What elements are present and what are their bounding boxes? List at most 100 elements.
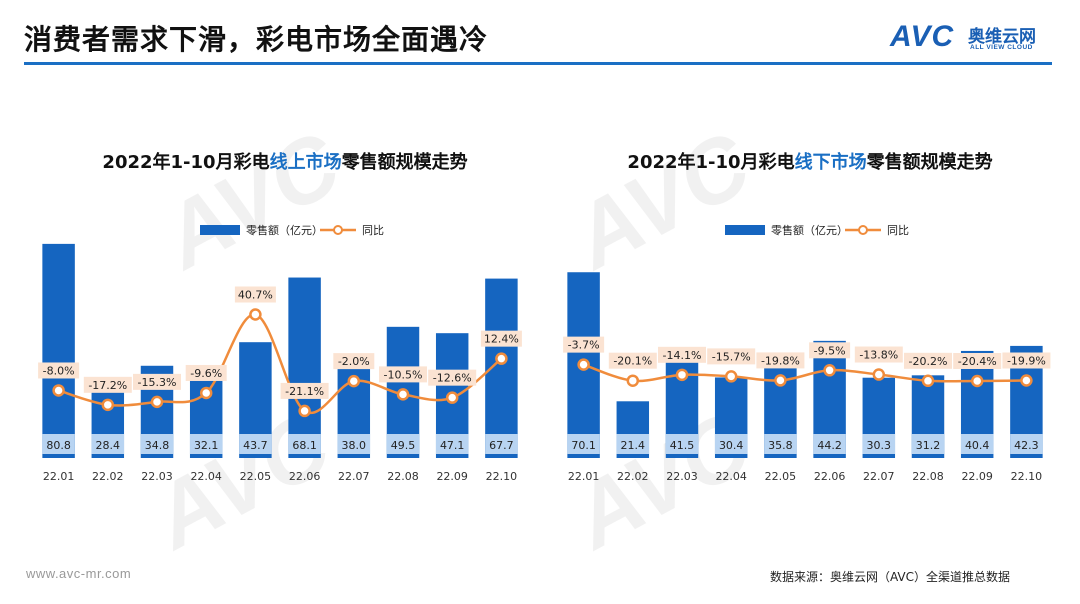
footer-url: www.avc-mr.com	[26, 566, 132, 581]
c2-yoy-value-label: -15.7%	[712, 350, 751, 363]
c1-bar-label-bg	[239, 434, 272, 454]
c1-yoy-label-bg	[234, 286, 276, 303]
c1-yoy-label-bg	[280, 382, 329, 399]
c1-yoy-label-bg	[379, 366, 427, 383]
c1-bar	[288, 277, 321, 458]
online-retail-chart: 2022年1-10月彩电线上市场零售额规模走势 零售额（亿元） 同比 80.8 22.0…	[20, 140, 550, 560]
c2-yoy-point	[675, 368, 689, 382]
c2-x-tick-label: 22.06	[814, 470, 846, 483]
c1-bar	[42, 243, 75, 458]
c1-legend-bar-label: 零售额（亿元）	[246, 223, 323, 237]
c2-bar-label-bg	[813, 434, 846, 454]
c2-yoy-point	[823, 364, 836, 377]
c2-yoy-value-label: -20.2%	[909, 355, 948, 368]
c2-bar-value-label: 40.4	[965, 439, 990, 452]
c1-x-tick-label: 22.07	[338, 470, 370, 483]
c2-bar-value-label: 35.8	[768, 439, 793, 452]
c1-yoy-point	[52, 384, 65, 397]
c1-yoy-label-bg	[333, 353, 375, 370]
c1-x-tick-label: 22.01	[43, 470, 75, 483]
c1-title-part: 零售额规模走势	[341, 151, 468, 173]
c1-yoy-value-label: 12.4%	[484, 333, 519, 346]
c1-yoy-label-bg	[133, 373, 181, 390]
avc-logo: AVC 奥维云网 ALL VIEW CLOUD	[890, 20, 1060, 54]
c2-yoy-value-label: -3.7%	[568, 339, 600, 352]
c2-yoy-label-bg	[563, 336, 605, 353]
c1-x-tick-label: 22.05	[240, 470, 272, 483]
c1-x-tick-label: 22.03	[141, 470, 173, 483]
page-title: 消费者需求下滑，彩电市场全面遇冷	[24, 23, 489, 56]
c1-bar-value-label: 67.7	[489, 439, 514, 452]
c2-bar-value-label: 70.1	[571, 439, 596, 452]
c1-yoy-point	[347, 374, 361, 388]
c2-yoy-point	[724, 370, 738, 383]
c1-bar-value-label: 32.1	[194, 439, 219, 452]
c2-yoy-line	[583, 363, 1027, 383]
c1-yoy-point	[445, 391, 459, 404]
c2-legend-line-label: 同比	[887, 224, 909, 237]
logo-cn-text: 奥维云网	[968, 27, 1036, 47]
c1-yoy-point	[199, 386, 213, 400]
c1-bar-label-bg	[189, 434, 223, 454]
c2-yoy-point	[921, 374, 935, 388]
c1-bars: 80.8 22.01 28.4 22.02 34.8 22.03 32.1 22.04 43.7…	[42, 243, 518, 483]
c1-legend-bar-swatch	[200, 225, 240, 235]
c2-yoy-point	[626, 374, 640, 387]
c1-yoy-point	[101, 398, 115, 412]
c1-legend-line-label: 同比	[362, 224, 384, 237]
c1-bar-label-bg	[386, 434, 420, 454]
c1-yoy-value-label: 40.7%	[238, 289, 273, 302]
c2-bar-value-label: 30.3	[867, 439, 892, 452]
c1-bar-value-label: 47.1	[440, 439, 465, 452]
c2-title-part: 零售额规模走势	[866, 151, 993, 173]
c1-yoy-value-label: -21.1%	[285, 385, 324, 398]
c2-yoy-value-label: -20.1%	[613, 355, 652, 368]
header-divider	[24, 62, 1052, 65]
c2-yoy-label-bg	[707, 348, 756, 365]
c2-bar-label-bg	[960, 434, 994, 454]
c1-yoy-point	[249, 308, 262, 321]
c1-bar-label-bg	[42, 434, 75, 454]
c2-yoy-value-label: -14.1%	[663, 349, 702, 362]
c1-yoy-point	[495, 352, 508, 365]
c2-bar-value-label: 31.2	[916, 439, 941, 452]
logo-mark: AVC	[890, 20, 955, 53]
c2-yoy-label-bg	[1002, 352, 1051, 369]
c1-yoy-value-label: -15.3%	[138, 376, 177, 389]
c1-bar-label-bg	[485, 434, 518, 454]
c1-yoy-label-bg	[428, 369, 477, 386]
c2-x-tick-label: 22.01	[568, 470, 600, 483]
c2-yoy-value-label: -19.8%	[761, 354, 800, 367]
c2-bar-label-bg	[567, 434, 600, 454]
c2-bar-label-bg	[862, 434, 896, 454]
c2-yoy-label-bg	[854, 346, 903, 363]
c1-yoy-point	[396, 388, 410, 401]
c1-yoy-label-bg	[480, 330, 522, 347]
c1-bar-value-label: 28.4	[96, 439, 121, 452]
c2-bar-label-bg	[911, 434, 945, 454]
c1-x-tick-label: 22.08	[387, 470, 419, 483]
c1-bar-label-bg	[91, 434, 125, 454]
c2-bar-value-label: 41.5	[670, 439, 695, 452]
c1-yoy-value-label: -10.5%	[384, 368, 423, 381]
c1-yoy-point	[150, 395, 164, 409]
c2-legend-bar-swatch	[725, 225, 765, 235]
c2-yoy-label-bg	[953, 352, 1002, 369]
c2-bar-label-bg	[1010, 434, 1043, 454]
offline-retail-chart: 2022年1-10月彩电线下市场零售额规模走势 零售额（亿元） 同比 70.1 22.0…	[545, 140, 1075, 560]
c1-bar-value-label: 43.7	[243, 439, 268, 452]
c2-yoy-point	[970, 374, 984, 388]
c2-bar-value-label: 21.4	[621, 439, 646, 452]
c1-bar-value-label: 38.0	[342, 439, 367, 452]
c1-yoy-label-bg	[83, 376, 132, 393]
c1-yoy-value-label: -8.0%	[43, 364, 75, 377]
c2-yoy-value-label: -20.4%	[958, 355, 997, 368]
c1-yoy-value-label: -2.0%	[338, 355, 370, 368]
c2-bar-value-label: 30.4	[719, 439, 744, 452]
c1-yoy-value-label: -9.6%	[190, 367, 222, 380]
c2-x-tick-label: 22.07	[863, 470, 895, 483]
c2-yoy-value-label: -13.8%	[859, 349, 898, 362]
c2-yoy-label-bg	[608, 352, 657, 369]
